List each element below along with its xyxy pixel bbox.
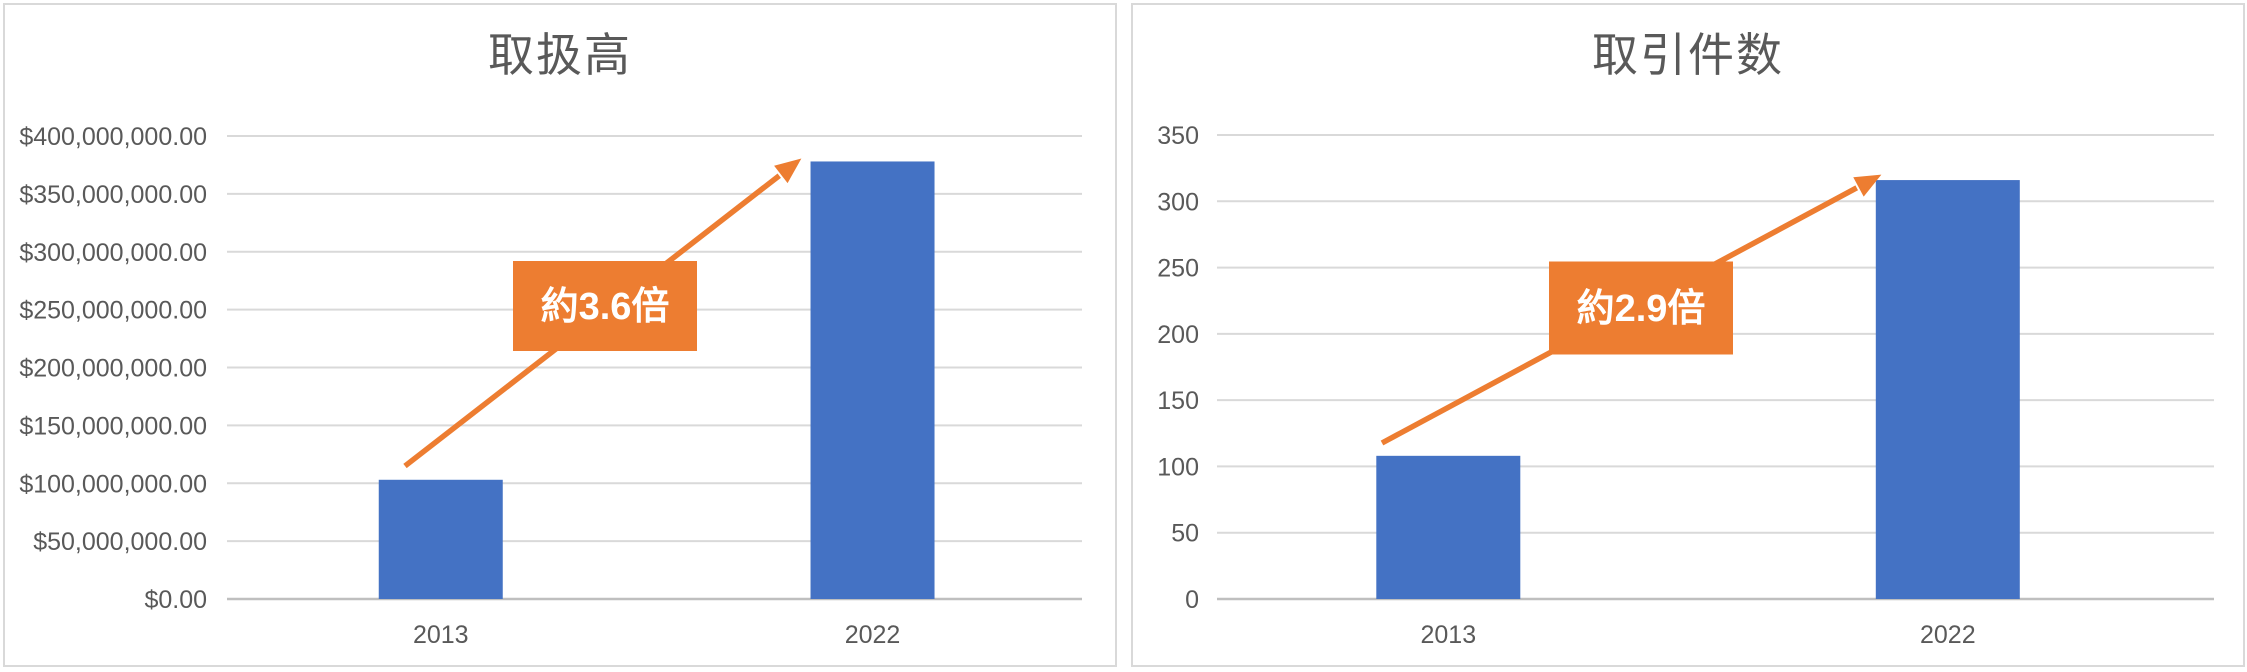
- bar-2022: [810, 161, 935, 599]
- x-tick-label: 2022: [1920, 621, 1976, 649]
- y-tick-label: $250,000,000.00: [19, 297, 207, 325]
- bar-2013: [1376, 455, 1521, 599]
- y-tick-label: 200: [1157, 321, 1199, 349]
- growth-annotation-label: 約2.9倍: [1577, 288, 1706, 330]
- growth-annotation-label: 約3.6倍: [541, 286, 670, 328]
- y-tick-label: 0: [1185, 586, 1199, 614]
- x-tick-label: 2013: [1420, 621, 1476, 649]
- y-tick-label: 350: [1157, 122, 1199, 150]
- x-tick-label: 2013: [413, 621, 469, 649]
- y-tick-label: $400,000,000.00: [19, 123, 207, 151]
- y-tick-label: 50: [1171, 520, 1199, 548]
- y-tick-label: 250: [1157, 255, 1199, 283]
- y-tick-label: $100,000,000.00: [19, 470, 207, 498]
- y-tick-label: $200,000,000.00: [19, 355, 207, 383]
- y-tick-label: $350,000,000.00: [19, 181, 207, 209]
- y-tick-label: 300: [1157, 188, 1199, 216]
- growth-annotation-box: [1549, 261, 1733, 355]
- chart-card-transaction-count: 取引件数 350 300 250 200 150 100 50 0 2013 2022 約2.9倍: [1131, 3, 2245, 667]
- growth-arrow-head: [774, 158, 802, 184]
- bar-chart-handling-volume: $400,000,000.00 $350,000,000.00 $300,000,0…: [19, 123, 1082, 649]
- bar-2013: [378, 479, 503, 599]
- bar-chart-transaction-count: 350 300 250 200 150 100 50 0 2013 2022 約2.9倍: [1157, 122, 2214, 649]
- y-tick-label: $0.00: [144, 586, 207, 614]
- x-tick-label: 2022: [845, 621, 901, 649]
- growth-annotation-box: [513, 261, 697, 351]
- y-tick-label: 100: [1157, 453, 1199, 481]
- y-tick-label: $300,000,000.00: [19, 239, 207, 267]
- growth-arrow-head: [1853, 174, 1882, 197]
- y-tick-label: $150,000,000.00: [19, 412, 207, 440]
- y-tick-label: 150: [1157, 387, 1199, 415]
- chart-card-handling-volume: 取扱高 $400,000,000.00 $350,000,000.00 $300,0…: [3, 3, 1117, 667]
- y-tick-label: $50,000,000.00: [33, 528, 207, 556]
- bar-2022: [1875, 180, 2020, 599]
